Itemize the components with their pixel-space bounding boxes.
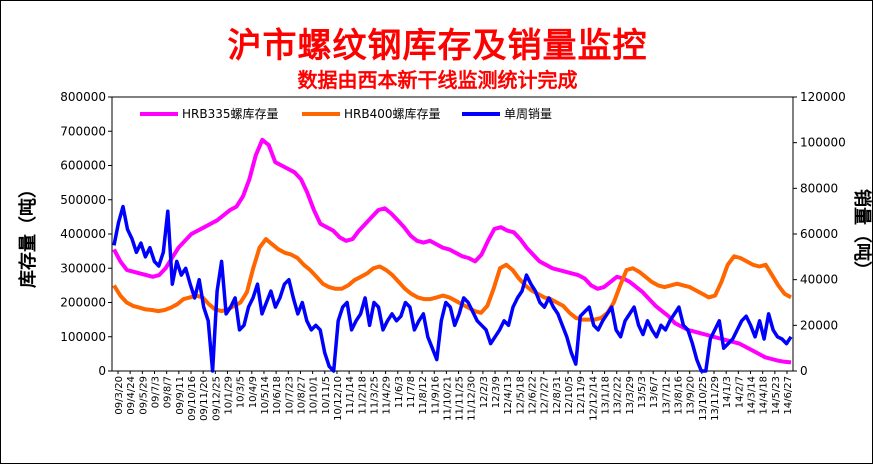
x-tick-label: 12/3/9 [491, 376, 502, 408]
right-axis-label: 销量（吨） [851, 189, 873, 279]
x-tick-label: 12/10/5 [564, 376, 575, 415]
left-y-axis: 0 100000 200000 300000 400000 500000 600000 700… [60, 90, 112, 378]
right-tick-label: 100000 [800, 136, 846, 150]
x-tick-label: 10/3/5 [236, 376, 247, 408]
x-tick-label: 11/6/3 [394, 376, 405, 408]
x-tick-label: 12/6/22 [528, 376, 539, 415]
left-tick-label: 800000 [60, 90, 106, 104]
x-tick-label: 09/8/7 [163, 376, 174, 408]
x-tick-label: 12/7/27 [540, 376, 551, 415]
x-tick-label: 13/3/29 [625, 376, 636, 415]
x-tick-label: 11/12/30 [467, 376, 478, 421]
x-tick-label: 12/11/9 [576, 376, 587, 415]
right-tick-label: 0 [800, 364, 808, 378]
x-tick-label: 11/7/8 [406, 376, 417, 408]
x-tick-label: 11/2/18 [357, 376, 368, 415]
x-tick-label: 11/8/12 [418, 376, 429, 415]
x-tick-label: 09/11/20 [199, 376, 210, 421]
right-tick-label: 120000 [800, 90, 846, 104]
x-tick-label: 10/5/14 [260, 376, 271, 415]
left-tick-label: 400000 [60, 227, 106, 241]
x-tick-label: 10/7/23 [284, 376, 295, 415]
left-tick-label: 700000 [60, 124, 106, 138]
x-tick-label: 14/6/27 [783, 376, 794, 415]
x-tick-label: 14/4/18 [759, 376, 770, 415]
left-tick-label: 100000 [60, 330, 106, 344]
legend-entry: HRB335螺库存量 [182, 106, 279, 121]
x-tick-label: 12/8/31 [552, 376, 563, 415]
x-tick-label: 09/12/25 [211, 376, 222, 421]
x-tick-label: 09/3/20 [114, 376, 125, 415]
x-tick-label: 12/4/13 [503, 376, 514, 415]
left-axis-label: 库存量（吨） [17, 180, 39, 288]
x-tick-label: 11/4/29 [382, 376, 393, 415]
x-tick-label: 13/10/25 [698, 376, 709, 421]
x-tick-label: 10/10/1 [309, 376, 320, 415]
left-tick-label: 600000 [60, 159, 106, 173]
x-tick-label: 12/12/14 [588, 376, 599, 421]
x-tick-label: 13/5/3 [637, 376, 648, 408]
x-tick-label: 13/6/7 [649, 376, 660, 408]
right-y-axis: 0 20000 40000 60000 80000 100000 120000 [793, 90, 846, 378]
x-tick-label: 09/4/24 [126, 376, 137, 415]
right-tick-label: 20000 [800, 318, 838, 332]
x-tick-label: 10/6/18 [272, 376, 283, 415]
x-tick-label: 12/5/18 [515, 376, 526, 415]
x-tick-label: 09/5/29 [138, 376, 149, 415]
x-tick-label: 10/4/9 [248, 376, 259, 408]
x-tick-label: 13/11/29 [710, 376, 721, 421]
x-tick-label: 14/5/23 [771, 376, 782, 415]
x-tick-label: 09/10/16 [187, 376, 198, 421]
x-tick-label: 11/9/16 [430, 376, 441, 415]
left-tick-label: 0 [98, 364, 106, 378]
right-tick-label: 80000 [800, 181, 838, 195]
x-tick-label: 11/3/25 [369, 376, 380, 415]
x-tick-label: 11/10/21 [442, 376, 453, 421]
x-tick-label: 14/3/14 [747, 376, 758, 415]
x-tick-label: 13/2/22 [613, 376, 624, 415]
x-tick-label: 10/12/10 [333, 376, 344, 421]
right-tick-label: 40000 [800, 273, 838, 287]
x-tick-label: 10/11/5 [321, 376, 332, 415]
x-tick-label: 10/1/29 [223, 376, 234, 415]
left-tick-label: 200000 [60, 296, 106, 310]
x-tick-label: 09/7/3 [150, 376, 161, 408]
x-tick-label: 11/11/25 [455, 376, 466, 421]
left-tick-label: 500000 [60, 193, 106, 207]
x-tick-label: 09/9/11 [175, 376, 186, 415]
x-tick-label: 13/8/16 [674, 376, 685, 415]
x-tick-label: 14/1/3 [722, 376, 733, 408]
x-tick-label: 13/1/18 [601, 376, 612, 415]
x-tick-label: 13/7/12 [661, 376, 672, 415]
legend-entry: 单周销量 [504, 107, 552, 121]
legend-entry: HRB400螺库存量 [344, 106, 441, 121]
right-tick-label: 60000 [800, 227, 838, 241]
x-tick-label: 11/1/14 [345, 376, 356, 415]
left-tick-label: 300000 [60, 261, 106, 275]
x-tick-label: 10/8/27 [296, 376, 307, 415]
x-tick-label: 13/9/20 [686, 376, 697, 415]
x-tick-label: 12/2/3 [479, 376, 490, 408]
x-tick-label: 14/2/7 [734, 376, 745, 408]
x-axis: 09/3/20 09/4/24 09/5/29 09/7/3 09/8/7 09/9/11… [114, 371, 794, 421]
